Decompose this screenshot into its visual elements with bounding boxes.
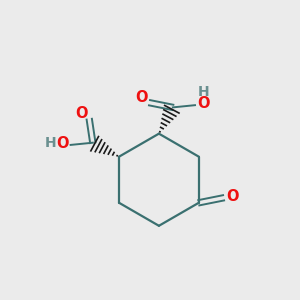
Text: H: H [198, 85, 210, 99]
Text: O: O [135, 90, 147, 105]
Text: O: O [226, 189, 239, 204]
Text: O: O [56, 136, 68, 151]
Text: O: O [197, 96, 210, 111]
Text: H: H [45, 136, 56, 150]
Text: O: O [76, 106, 88, 121]
